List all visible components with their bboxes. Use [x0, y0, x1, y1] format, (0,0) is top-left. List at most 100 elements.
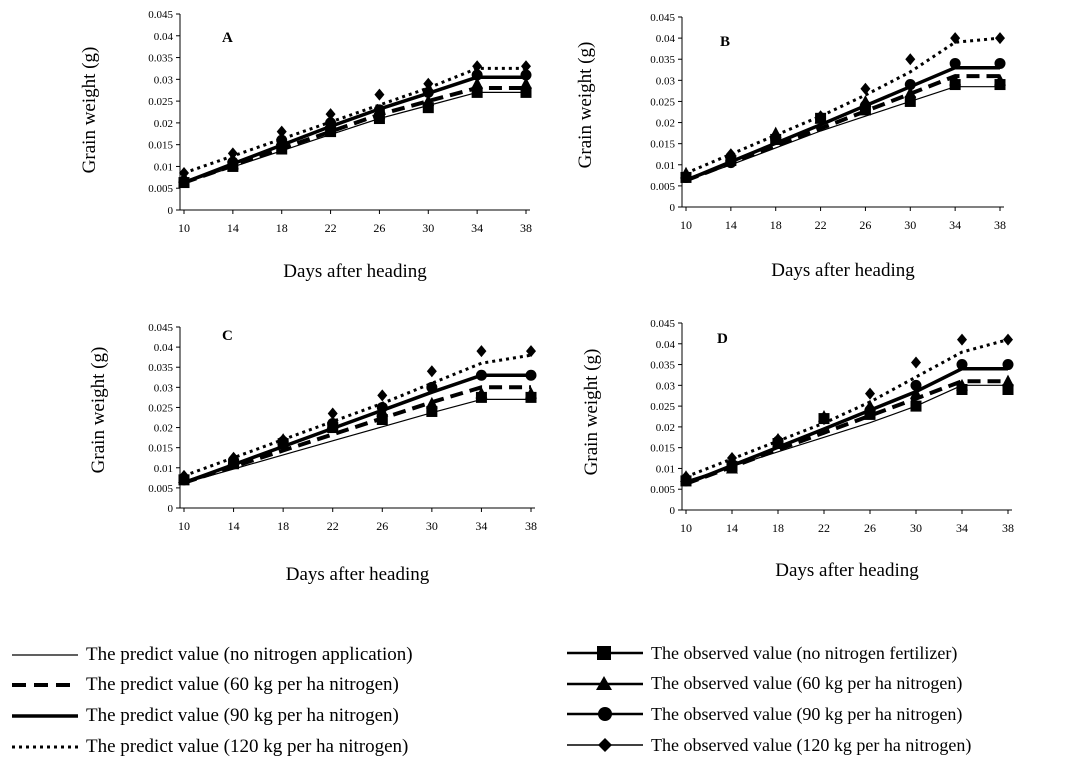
y-tick-label: 0.025 — [148, 402, 173, 414]
series-line-predict-60-kg — [685, 379, 1008, 486]
series-line-predict-120-kg — [685, 36, 1001, 175]
y-tick-label: 0.045 — [148, 9, 173, 21]
y-tick-label: 0.045 — [650, 318, 675, 330]
legend-item-observed-no-nitrogen: The observed value (no nitrogen fertiliz… — [565, 642, 957, 664]
data-point-observed-no-nitrogen — [325, 126, 337, 138]
data-point-observed-120-kg — [472, 60, 483, 73]
data-point-observed-no-nitrogen — [276, 143, 288, 155]
legend-item-predict-60: The predict value (60 kg per ha nitrogen… — [10, 674, 399, 696]
data-point-observed-60-kg — [475, 386, 488, 399]
legend-label: The predict value (90 kg per ha nitrogen… — [86, 705, 399, 726]
y-tick-label: 0.02 — [656, 422, 675, 434]
data-point-observed-no-nitrogen — [376, 414, 388, 426]
y-tick-label: 0.02 — [154, 423, 173, 435]
y-tick-label: 0.03 — [656, 380, 676, 392]
x-tick-label: 38 — [994, 218, 1006, 232]
x-tick-label: 14 — [725, 218, 737, 232]
legend-label: The observed value (no nitrogen fertiliz… — [651, 643, 958, 663]
y-tick-label: 0 — [168, 205, 174, 217]
y-axis-label: Grain weight (g) — [575, 42, 596, 169]
y-tick-label: 0 — [168, 503, 174, 515]
y-tick-label: 0.01 — [154, 463, 173, 475]
data-point-observed-120-kg — [727, 452, 737, 465]
data-point-observed-120-kg — [681, 470, 691, 483]
data-point-observed-90-kg — [864, 404, 876, 416]
data-point-observed-60-kg — [1002, 374, 1014, 387]
data-point-observed-120-kg — [526, 345, 536, 358]
x-tick-label: 38 — [520, 221, 532, 235]
chart-panel-b: 0 0.005 0.01 0.015 0.02 0.025 0.03 0.035 0.04 0.0… — [575, 12, 1006, 281]
x-tick-label: 14 — [726, 521, 738, 535]
y-tick-label: 0.035 — [148, 53, 173, 65]
diamond-marker-swatch-icon — [567, 738, 643, 752]
data-point-observed-90-kg — [227, 156, 239, 168]
x-tick-label: 22 — [327, 519, 339, 533]
x-tick-label: 34 — [949, 218, 961, 232]
y-axis-label: Grain weight (g) — [581, 349, 602, 476]
data-point-observed-90-kg — [276, 134, 288, 146]
x-tick-label: 34 — [475, 519, 487, 533]
data-point-observed-90-kg — [859, 100, 871, 112]
data-point-observed-no-nitrogen — [422, 102, 434, 114]
data-point-observed-120-kg — [374, 88, 385, 101]
y-tick-label: 0.04 — [154, 31, 174, 43]
panel-label: C — [222, 328, 233, 344]
data-point-observed-90-kg — [376, 401, 388, 413]
data-point-observed-90-kg — [1002, 359, 1014, 371]
y-tick-label: 0.035 — [650, 54, 675, 66]
y-tick-label: 0.04 — [154, 342, 174, 354]
data-point-observed-120-kg — [773, 433, 783, 446]
data-point-observed-90-kg — [994, 57, 1006, 69]
data-point-observed-90-kg — [525, 369, 537, 381]
panel-label: A — [222, 30, 233, 46]
data-point-observed-60-kg — [525, 386, 537, 399]
legend-item-predict-no-nitrogen: The predict value (no nitrogen applicati… — [10, 644, 413, 666]
y-tick-label: 0 — [670, 505, 676, 517]
data-point-observed-120-kg — [423, 77, 434, 90]
data-point-observed-90-kg — [178, 176, 190, 188]
data-point-observed-90-kg — [910, 379, 922, 391]
data-point-observed-no-nitrogen — [1002, 383, 1014, 395]
y-tick-label: 0.04 — [656, 33, 676, 45]
data-point-observed-90-kg — [475, 369, 487, 381]
thin-line-swatch-icon — [12, 654, 78, 656]
x-tick-label: 30 — [910, 521, 922, 535]
y-tick-label: 0.005 — [148, 183, 173, 195]
x-tick-label: 18 — [770, 218, 782, 232]
series-line-predict-90-kg — [685, 366, 1008, 486]
y-tick-label: 0.015 — [650, 139, 675, 151]
data-point-observed-no-nitrogen — [471, 86, 483, 98]
y-tick-label: 0.01 — [656, 160, 675, 172]
series-line-predict-60-kg — [183, 86, 526, 185]
legend-label: The observed value (120 kg per ha nitrog… — [651, 735, 972, 755]
x-tick-label: 10 — [680, 218, 692, 232]
legend-item-predict-90: The predict value (90 kg per ha nitrogen… — [10, 705, 399, 727]
y-tick-label: 0.04 — [656, 339, 676, 351]
series-line-predict-60-kg — [685, 74, 1000, 183]
x-tick-label: 26 — [373, 221, 385, 235]
y-tick-label: 0.015 — [148, 443, 173, 455]
series-line-predict-no-nitrogen — [685, 86, 1000, 182]
y-tick-label: 0.03 — [154, 74, 174, 86]
x-tick-label: 38 — [1002, 521, 1014, 535]
x-tick-label: 34 — [471, 221, 483, 235]
y-tick-label: 0.025 — [650, 401, 675, 413]
data-point-observed-120-kg — [278, 433, 289, 446]
data-point-observed-60-kg — [471, 77, 484, 89]
x-tick-label: 30 — [422, 221, 434, 235]
data-point-observed-60-kg — [422, 94, 435, 107]
x-tick-label: 22 — [325, 221, 337, 235]
data-point-observed-120-kg — [815, 110, 826, 123]
dotted-line-swatch-icon — [12, 745, 78, 749]
y-tick-label: 0.025 — [148, 96, 173, 108]
data-point-observed-120-kg — [325, 108, 336, 121]
series-line-predict-no-nitrogen — [183, 91, 526, 184]
data-point-observed-120-kg — [179, 469, 189, 482]
data-point-observed-60-kg — [910, 387, 922, 399]
dashed-line-swatch-icon — [12, 683, 78, 687]
y-tick-label: 0.005 — [148, 483, 173, 495]
data-point-observed-60-kg — [904, 86, 917, 98]
data-point-observed-120-kg — [860, 82, 871, 95]
chart-panel-a: 0 0.005 0.01 0.015 0.02 0.025 0.03 0.035 0.04 0.0… — [79, 9, 532, 282]
data-point-observed-90-kg — [520, 69, 532, 81]
